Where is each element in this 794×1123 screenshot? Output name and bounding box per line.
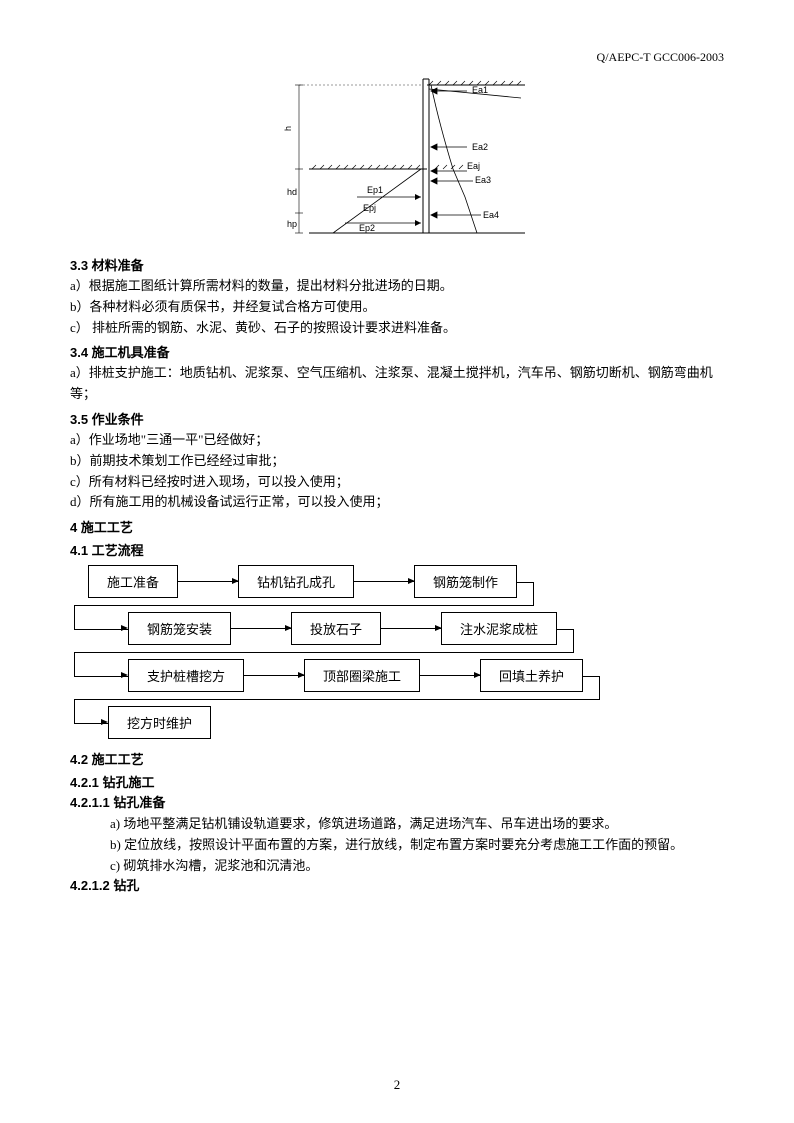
flow-box-2-1: 钢筋笼安装: [128, 612, 231, 645]
flow-box-2-3: 注水泥浆成桩: [441, 612, 557, 645]
s33-b: b）各种材料必须有质保书，并经复试合格方可使用。: [70, 297, 724, 318]
label-ea3: Ea3: [475, 175, 491, 185]
connector: [517, 582, 533, 583]
s35-b: b）前期技术策划工作已经经过审批；: [70, 451, 724, 472]
connector: [74, 605, 534, 606]
section-3-4-body: a）排桩支护施工：地质钻机、泥浆泵、空气压缩机、注浆泵、混凝土搅拌机，汽车吊、钢…: [70, 363, 724, 405]
flow-box-3-2: 顶部圈梁施工: [304, 659, 420, 692]
flow-row-3: 支护桩槽挖方 顶部圈梁施工 回填土养护: [128, 659, 724, 692]
flow-row-2: 钢筋笼安装 投放石子 注水泥浆成桩: [128, 612, 724, 645]
connector: [557, 629, 573, 630]
s35-a: a）作业场地"三通一平"已经做好；: [70, 430, 724, 451]
label-ea4: Ea4: [483, 210, 499, 220]
dim-hd: hd: [287, 187, 297, 197]
connector: [583, 676, 599, 677]
s33-a: a）根据施工图纸计算所需材料的数量，提出材料分批进场的日期。: [70, 276, 724, 297]
connector-arrowhead: [74, 676, 128, 677]
section-3-3-body: a）根据施工图纸计算所需材料的数量，提出材料分批进场的日期。 b）各种材料必须有…: [70, 276, 724, 338]
flow-row-4: 挖方时维护: [108, 706, 724, 739]
arrow-icon: [178, 581, 238, 582]
heading-4-2-1: 4.2.1 钻孔施工: [70, 772, 724, 791]
heading-4-1: 4.1 工艺流程: [70, 540, 724, 559]
flow-box-2-2: 投放石子: [291, 612, 381, 645]
process-flowchart: 施工准备 钻机钻孔成孔 钢筋笼制作 钢筋笼安装 投放石子 注水泥浆成桩 支护桩槽…: [88, 565, 724, 739]
section-3-5-body: a）作业场地"三通一平"已经做好； b）前期技术策划工作已经经过审批； c）所有…: [70, 430, 724, 513]
flow-row-1: 施工准备 钻机钻孔成孔 钢筋笼制作: [88, 565, 724, 598]
heading-3-5: 3.5 作业条件: [70, 409, 724, 428]
s33-c: c） 排桩所需的钢筋、水泥、黄砂、石子的按照设计要求进料准备。: [70, 318, 724, 339]
header-code: Q/AEPC-T GCC006-2003: [70, 50, 724, 65]
flow-box-3-3: 回填土养护: [480, 659, 583, 692]
connector: [74, 652, 574, 653]
connector-arrowhead: [74, 629, 128, 630]
connector: [573, 629, 574, 653]
flow-box-1-2: 钻机钻孔成孔: [238, 565, 354, 598]
heading-4-2: 4.2 施工工艺: [70, 749, 724, 768]
page-number: 2: [0, 1077, 794, 1093]
dim-h: h: [283, 126, 293, 131]
arrow-icon: [354, 581, 414, 582]
arrow-icon: [231, 628, 291, 629]
label-epj: Epj: [363, 203, 376, 213]
s34-a: a）排桩支护施工：地质钻机、泥浆泵、空气压缩机、注浆泵、混凝土搅拌机，汽车吊、钢…: [70, 363, 724, 405]
heading-4: 4 施工工艺: [70, 517, 724, 536]
s35-d: d）所有施工用的机械设备试运行正常，可以投入使用；: [70, 492, 724, 513]
flow-box-3-1: 支护桩槽挖方: [128, 659, 244, 692]
earth-pressure-diagram: h hd hp Ea1 Ea2 Eaj Ea3 Ea4 Ep1 Epj Ep2: [70, 73, 724, 243]
connector: [599, 676, 600, 700]
label-eaj: Eaj: [467, 161, 480, 171]
dim-hp: hp: [287, 219, 297, 229]
label-ep1: Ep1: [367, 185, 383, 195]
section-4211-body: a) 场地平整满足钻机铺设轨道要求，修筑进场道路，满足进场汽车、吊车进出场的要求…: [70, 814, 724, 876]
flow-box-4-1: 挖方时维护: [108, 706, 211, 739]
arrow-icon: [244, 675, 304, 676]
s4211-c: c) 砌筑排水沟槽，泥浆池和沉清池。: [110, 856, 724, 877]
heading-4-2-1-1: 4.2.1.1 钻孔准备: [70, 793, 724, 814]
s35-c: c）所有材料已经按时进入现场，可以投入使用；: [70, 472, 724, 493]
heading-3-4: 3.4 施工机具准备: [70, 342, 724, 361]
arrow-icon: [420, 675, 480, 676]
label-ea1: Ea1: [472, 85, 488, 95]
flow-box-1-1: 施工准备: [88, 565, 178, 598]
s4211-a: a) 场地平整满足钻机铺设轨道要求，修筑进场道路，满足进场汽车、吊车进出场的要求…: [110, 814, 724, 835]
flow-box-1-3: 钢筋笼制作: [414, 565, 517, 598]
s4211-b: b) 定位放线，按照设计平面布置的方案，进行放线，制定布置方案时要充分考虑施工工…: [110, 835, 724, 856]
heading-4-2-1-2: 4.2.1.2 钻孔: [70, 876, 724, 897]
label-ea2: Ea2: [472, 142, 488, 152]
label-ep2: Ep2: [359, 223, 375, 233]
connector: [74, 699, 600, 700]
heading-3-3: 3.3 材料准备: [70, 255, 724, 274]
arrow-icon: [381, 628, 441, 629]
connector: [533, 582, 534, 606]
